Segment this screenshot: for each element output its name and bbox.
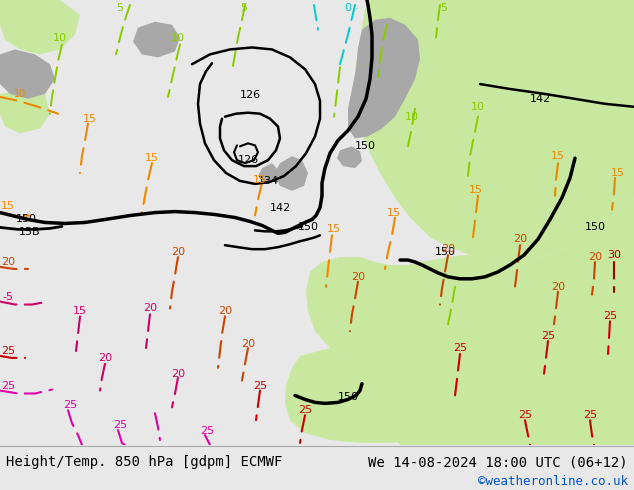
Text: 20: 20 xyxy=(171,247,185,257)
Text: 25: 25 xyxy=(1,346,15,356)
Text: 20: 20 xyxy=(241,339,255,349)
Polygon shape xyxy=(0,89,50,133)
Text: 20: 20 xyxy=(1,257,15,267)
Text: 10: 10 xyxy=(405,112,419,122)
Text: 20: 20 xyxy=(218,306,232,317)
Text: 150: 150 xyxy=(337,392,358,402)
Polygon shape xyxy=(0,0,80,54)
Text: 150: 150 xyxy=(585,222,605,232)
Text: 15: 15 xyxy=(551,151,565,161)
Text: 15: 15 xyxy=(469,185,483,195)
Text: Height/Temp. 850 hPa [gdpm] ECMWF: Height/Temp. 850 hPa [gdpm] ECMWF xyxy=(6,455,283,469)
Text: 15: 15 xyxy=(611,168,625,178)
Text: 25: 25 xyxy=(200,426,214,436)
Text: ©weatheronline.co.uk: ©weatheronline.co.uk xyxy=(477,475,628,489)
Text: 20: 20 xyxy=(143,303,157,314)
Text: 126: 126 xyxy=(238,155,259,165)
Polygon shape xyxy=(360,198,634,445)
Text: 25: 25 xyxy=(113,420,127,430)
Polygon shape xyxy=(274,156,308,191)
Text: 5: 5 xyxy=(117,3,124,13)
Text: 20: 20 xyxy=(441,244,455,254)
Polygon shape xyxy=(320,0,634,267)
Text: 25: 25 xyxy=(253,381,267,391)
Text: We 14-08-2024 18:00 UTC (06+12): We 14-08-2024 18:00 UTC (06+12) xyxy=(368,455,628,469)
Text: 25: 25 xyxy=(518,410,532,420)
Text: 20: 20 xyxy=(98,353,112,363)
Text: 15: 15 xyxy=(387,208,401,218)
Text: 30: 30 xyxy=(607,250,621,260)
Text: 142: 142 xyxy=(269,203,290,213)
Text: 25: 25 xyxy=(63,400,77,410)
Text: 150: 150 xyxy=(354,141,375,151)
Text: 0: 0 xyxy=(344,3,351,13)
Polygon shape xyxy=(0,49,55,99)
Text: -: - xyxy=(355,5,357,11)
Text: 25: 25 xyxy=(603,311,617,321)
Text: 20: 20 xyxy=(588,252,602,262)
Text: 150: 150 xyxy=(434,247,455,257)
Polygon shape xyxy=(133,22,180,57)
Polygon shape xyxy=(337,147,362,168)
Text: 20: 20 xyxy=(351,272,365,282)
Text: 15: 15 xyxy=(73,306,87,317)
Text: 5: 5 xyxy=(240,3,247,13)
Polygon shape xyxy=(285,262,578,443)
Text: 15: 15 xyxy=(145,153,159,163)
Text: 15: 15 xyxy=(327,224,341,234)
Polygon shape xyxy=(258,163,278,183)
Text: 142: 142 xyxy=(529,94,550,104)
Text: 25: 25 xyxy=(583,410,597,420)
Text: 15: 15 xyxy=(1,200,15,211)
Polygon shape xyxy=(306,255,490,371)
Polygon shape xyxy=(546,262,634,445)
Text: -5: -5 xyxy=(3,292,13,302)
Text: 5: 5 xyxy=(441,3,448,13)
Text: 15B: 15B xyxy=(19,227,41,237)
Polygon shape xyxy=(348,18,420,138)
Text: 25: 25 xyxy=(453,343,467,353)
Text: 20: 20 xyxy=(551,282,565,292)
Text: 10: 10 xyxy=(14,89,26,99)
Text: 134: 134 xyxy=(257,176,278,186)
Text: 10: 10 xyxy=(53,32,67,43)
Text: 150: 150 xyxy=(297,222,318,232)
Text: 126: 126 xyxy=(240,90,261,100)
Text: 20: 20 xyxy=(171,369,185,379)
Text: 10: 10 xyxy=(471,102,485,112)
Text: 15: 15 xyxy=(253,175,267,185)
Text: 10: 10 xyxy=(171,32,185,43)
Text: 25: 25 xyxy=(1,381,15,391)
Text: 25: 25 xyxy=(298,405,312,416)
Text: 25: 25 xyxy=(541,331,555,341)
Text: 15: 15 xyxy=(83,114,97,123)
Text: 20: 20 xyxy=(513,234,527,245)
Text: 150: 150 xyxy=(15,215,37,224)
